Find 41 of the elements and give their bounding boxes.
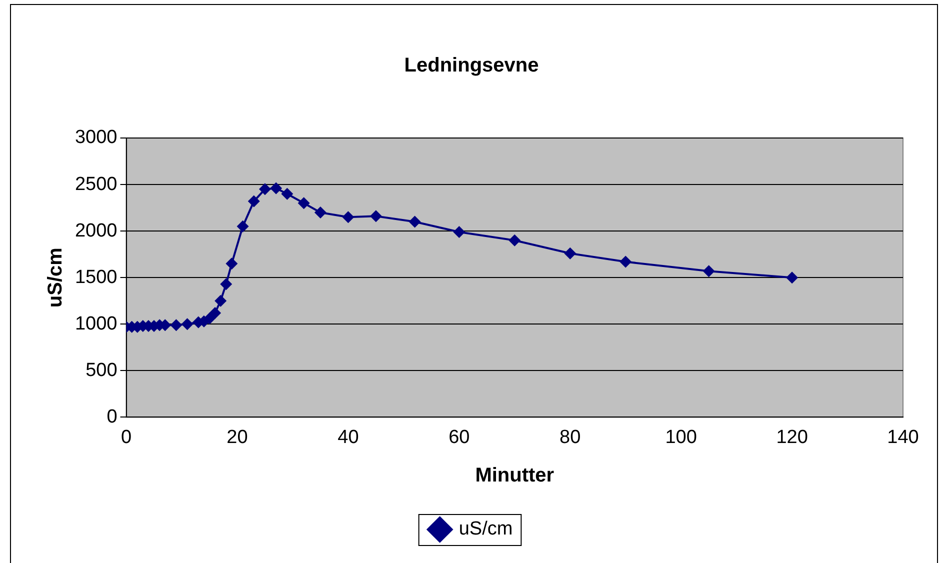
point: [258, 183, 271, 196]
x-tick-label: 140: [887, 426, 919, 448]
y-tick-label: 1500: [74, 266, 118, 288]
x-axis-title: Minutter: [475, 464, 554, 487]
y-tick-label: 500: [86, 360, 118, 381]
point: [214, 294, 227, 307]
point: [453, 226, 466, 238]
x-tick-label: 20: [226, 426, 248, 448]
chart-title: Ledningsevne: [404, 54, 539, 77]
point: [620, 256, 632, 268]
y-tick-label: 1000: [74, 313, 118, 334]
point: [236, 220, 249, 232]
y-tick-label: 2500: [74, 174, 118, 195]
y-tick-label: 2000: [74, 220, 118, 242]
y-tick-label: 0: [106, 406, 118, 428]
point: [220, 278, 232, 290]
y-axis-title: uS/cm: [44, 248, 67, 308]
point: [370, 210, 382, 222]
point: [270, 182, 282, 194]
x-tick-label: 40: [338, 426, 359, 448]
x-tick-label: 120: [776, 426, 808, 448]
point: [564, 247, 576, 260]
x-tick-label: 100: [665, 426, 697, 448]
point: [702, 265, 715, 278]
point: [181, 318, 194, 330]
point: [226, 258, 238, 270]
point: [170, 319, 182, 332]
legend-label: uS/cm: [458, 518, 513, 540]
y-tick-label: 3000: [74, 127, 118, 148]
x-tick-label: 60: [448, 426, 470, 448]
point: [281, 188, 294, 200]
point: [786, 272, 798, 284]
point: [408, 216, 421, 228]
x-tick-label: 80: [560, 426, 581, 448]
point: [508, 234, 521, 246]
x-tick-label: 0: [120, 426, 132, 448]
point: [248, 195, 260, 208]
point: [342, 211, 354, 224]
point: [209, 306, 222, 319]
point: [298, 197, 310, 210]
point: [314, 206, 326, 218]
